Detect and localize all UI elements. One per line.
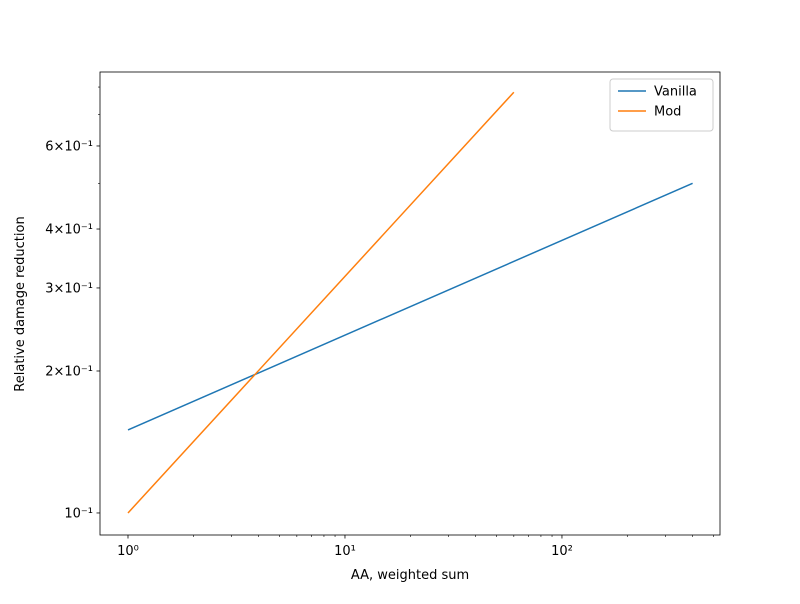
x-tick-label: 10² <box>551 544 573 559</box>
y-tick-label: 2×10⁻¹ <box>45 364 93 379</box>
series-line <box>127 91 515 514</box>
y-tick-label: 6×10⁻¹ <box>45 139 93 154</box>
y-axis-label: Relative damage reduction <box>13 216 28 391</box>
plot-frame <box>99 71 721 536</box>
y-tick-label: 3×10⁻¹ <box>45 281 93 296</box>
x-tick-label: 10⁰ <box>117 544 139 559</box>
y-tick-label: 10⁻¹ <box>64 506 93 521</box>
legend-label: Mod <box>654 105 681 120</box>
x-axis-label: AA, weighted sum <box>351 568 469 583</box>
legend-box <box>609 78 714 132</box>
x-tick-label: 10¹ <box>334 544 356 559</box>
series-line <box>127 182 693 431</box>
y-tick-label: 4×10⁻¹ <box>45 223 93 238</box>
legend-label: Vanilla <box>654 85 697 100</box>
